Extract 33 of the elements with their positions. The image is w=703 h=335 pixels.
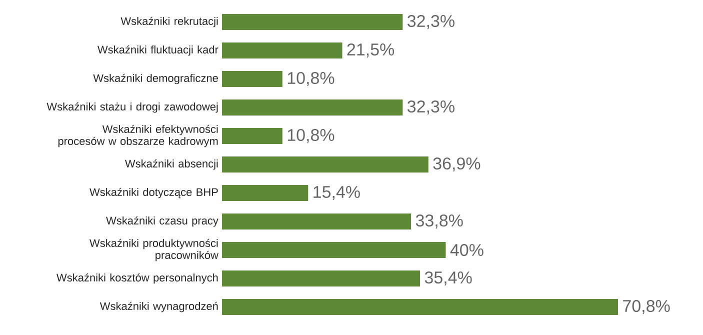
data-label: 40%	[450, 244, 484, 256]
y-tick-label: Wskaźniki rekrutacji	[120, 16, 218, 28]
data-label: 35,4%	[424, 271, 472, 286]
bar	[222, 156, 428, 173]
bar	[222, 14, 403, 30]
data-label: 10,8%	[288, 128, 334, 144]
bar	[222, 42, 342, 59]
y-tick-label: Wskaźniki demograficzne	[93, 74, 218, 84]
bar	[222, 214, 412, 230]
y-tick-label: Wskaźniki dotyczące BHP	[90, 188, 218, 198]
y-tick-label: Wskaźniki stażu i drogi zawodowej	[46, 102, 218, 113]
data-label: 15,4%	[314, 186, 360, 200]
bar	[222, 128, 282, 144]
y-tick-label: Wskaźniki absencji	[124, 159, 218, 170]
y-tick-label: Wskaźniki czasu pracy	[106, 216, 218, 227]
data-label: 70,8%	[623, 300, 670, 314]
bar	[222, 185, 308, 202]
bar	[222, 299, 618, 316]
data-label: 33,8%	[416, 214, 463, 229]
bar	[222, 100, 403, 116]
bar	[222, 270, 420, 287]
y-tick-label: Wskaźniki wynagrodzeń	[100, 302, 218, 312]
y-tick-label: Wskaźniki kosztów personalnych	[56, 273, 218, 284]
y-tick-label: Wskaźniki produktywności pracowników	[90, 238, 218, 262]
data-label: 32,3%	[408, 14, 454, 30]
data-label: 32,3%	[408, 100, 454, 115]
data-label: 36,9%	[433, 157, 480, 172]
data-label: 10,8%	[288, 72, 334, 86]
bar	[222, 71, 282, 88]
data-label: 21,5%	[347, 43, 394, 58]
y-tick-label: Wskaźniki efektywności procesów w obszarze kadrowym	[58, 124, 218, 148]
bar	[222, 242, 446, 258]
y-tick-label: Wskaźniki fluktuacji kadr	[97, 45, 218, 56]
